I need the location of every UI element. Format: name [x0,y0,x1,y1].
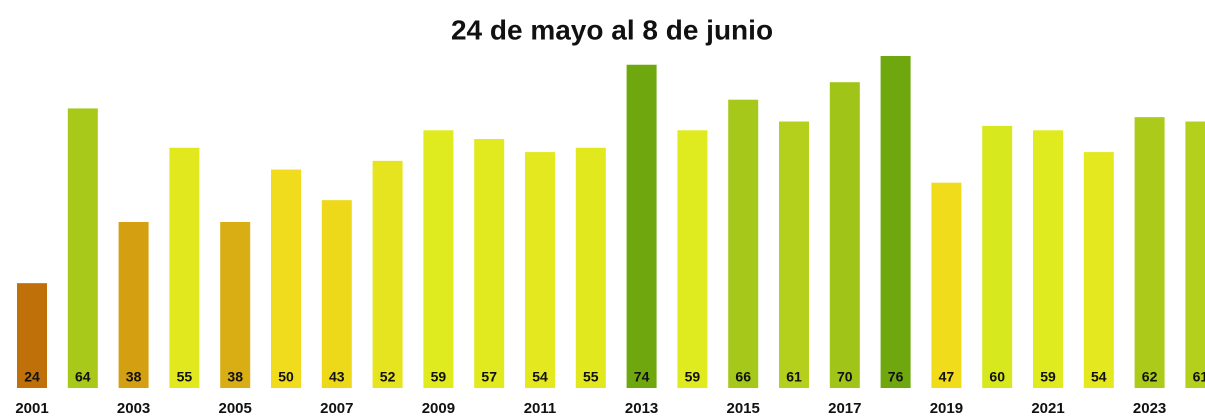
bar [474,139,505,388]
bar [982,125,1013,388]
x-tick-label: 2001 [15,400,48,417]
value-label: 57 [481,369,497,385]
chart-title: 24 de mayo al 8 de junio [451,14,773,45]
value-label: 50 [278,369,294,385]
bar [17,283,47,388]
x-tick-label: 2003 [117,400,150,417]
x-tick-label: 2007 [320,400,353,417]
value-label: 38 [126,369,142,385]
bar [118,222,149,388]
value-label: 24 [24,369,40,385]
bar [525,152,555,388]
bar [880,56,911,388]
value-label: 52 [380,369,396,385]
bar [423,130,454,388]
x-tick-label: 2009 [422,400,455,417]
value-label: 59 [1040,369,1056,385]
bar [829,82,860,389]
value-label: 43 [329,369,345,385]
bar [271,169,301,388]
value-label: 64 [75,369,91,385]
x-tick-label: 2011 [524,400,557,417]
value-label: 70 [837,369,853,385]
bar [1134,117,1165,388]
x-tick-label: 2021 [1031,400,1064,417]
value-label: 54 [1091,369,1107,385]
value-label: 61 [786,369,802,385]
bar [220,222,251,388]
bar [931,182,962,388]
value-label: 59 [431,369,447,385]
bar [626,64,657,388]
value-label: 74 [634,369,650,385]
x-tick-label: 2005 [219,400,252,417]
bar [169,147,200,388]
bar [67,108,98,388]
bar [728,99,759,389]
value-label: 38 [227,369,243,385]
bar [1185,121,1205,389]
bar [779,121,809,389]
bar [1083,152,1114,388]
value-label: 54 [532,369,548,385]
value-label: 60 [989,369,1005,385]
x-tick-label: 2017 [828,400,861,417]
bar [372,160,403,388]
value-label: 59 [685,369,701,385]
value-label: 55 [177,369,193,385]
value-label: 47 [939,369,955,385]
x-tick-label: 2023 [1133,400,1166,417]
value-label: 66 [735,369,751,385]
value-label: 62 [1142,369,1158,385]
x-tick-label: 2019 [930,400,963,417]
value-label: 61 [1193,369,1205,385]
bar [677,130,708,388]
value-label: 76 [888,369,904,385]
bar [575,147,606,388]
bar [1033,130,1063,388]
x-tick-label: 2015 [727,400,760,417]
value-label: 55 [583,369,599,385]
bar [321,200,352,388]
x-tick-label: 2013 [625,400,658,417]
